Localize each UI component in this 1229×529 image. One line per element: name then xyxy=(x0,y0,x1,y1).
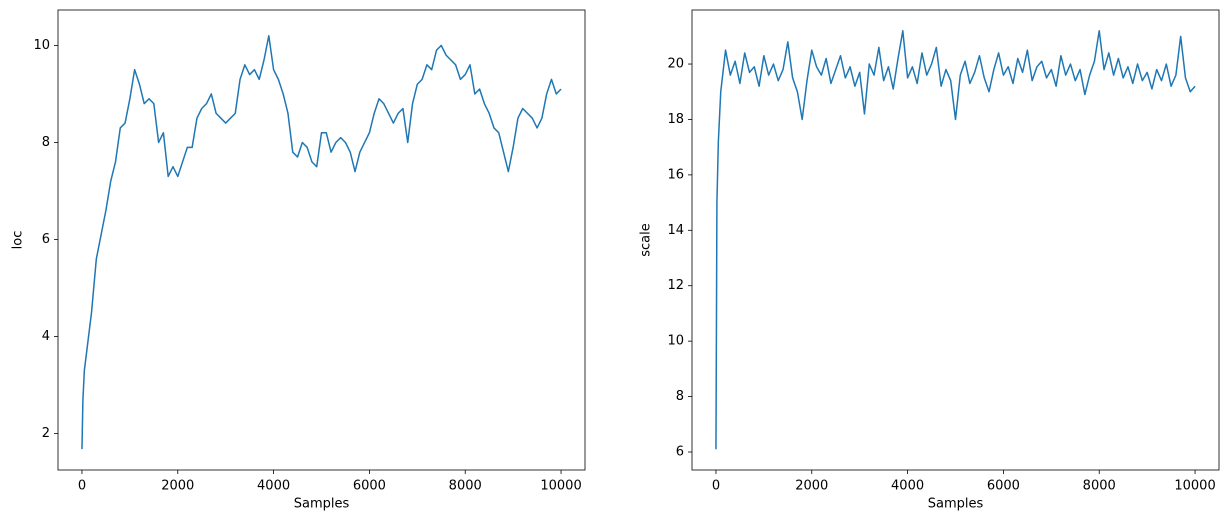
axes-frame xyxy=(691,9,1220,471)
y-axis-label: scale xyxy=(639,223,654,257)
x-tick-label: 8000 xyxy=(1083,479,1116,494)
y-tick-label: 10 xyxy=(667,334,684,349)
y-tick-label: 6 xyxy=(676,444,684,459)
trace-line xyxy=(81,34,562,450)
x-tick-label: 2000 xyxy=(795,479,828,494)
y-tick-label: 8 xyxy=(42,135,50,150)
x-axis-label: Samples xyxy=(928,497,984,512)
x-tick-label: 0 xyxy=(78,479,86,494)
x-tick-label: 2000 xyxy=(161,479,194,494)
y-tick-label: 6 xyxy=(42,232,50,247)
y-tick-label: 16 xyxy=(667,167,684,182)
x-tick-label: 4000 xyxy=(891,479,924,494)
trace-line xyxy=(715,30,1196,450)
axes-frame xyxy=(57,9,586,471)
y-tick-label: 2 xyxy=(42,426,50,441)
x-tick-label: 0 xyxy=(712,479,720,494)
x-tick-label: 10000 xyxy=(540,479,581,494)
x-axis-label: Samples xyxy=(294,497,350,512)
y-tick-label: 20 xyxy=(667,57,684,72)
x-tick-label: 4000 xyxy=(257,479,290,494)
y-tick-label: 12 xyxy=(667,278,684,293)
x-tick-label: 10000 xyxy=(1174,479,1215,494)
x-tick-label: 8000 xyxy=(449,479,482,494)
y-tick-label: 8 xyxy=(676,389,684,404)
y-tick-label: 4 xyxy=(42,329,50,344)
y-axis-label: loc xyxy=(11,231,26,250)
y-tick-label: 14 xyxy=(667,223,684,238)
x-tick-label: 6000 xyxy=(353,479,386,494)
y-tick-label: 18 xyxy=(667,112,684,127)
y-tick-label: 10 xyxy=(33,38,50,53)
x-tick-label: 6000 xyxy=(987,479,1020,494)
